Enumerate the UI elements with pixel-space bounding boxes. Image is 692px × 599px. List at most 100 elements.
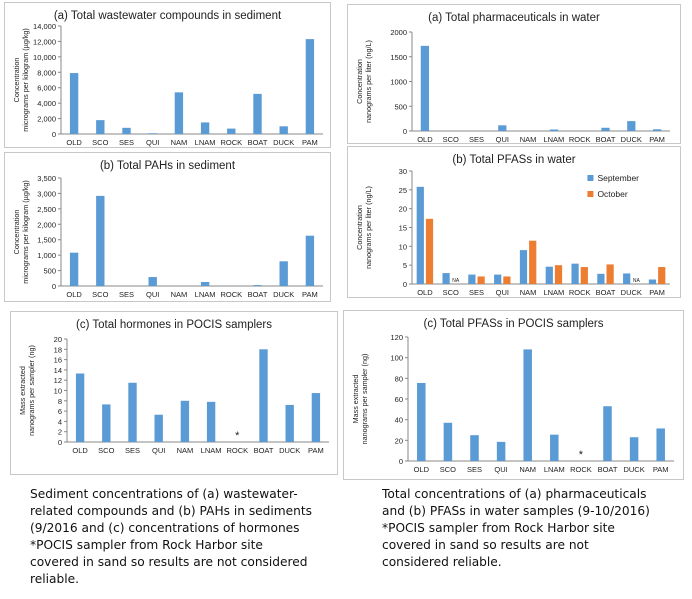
bar-october-lnam (554, 265, 563, 284)
chart-svg-e: (b) Total PFASs in water 0 5 10 15 20 25 30 Conc… (355, 154, 670, 297)
y-axis-label: nanograms per liter (ng/L) (364, 40, 373, 123)
y-tick-label: 10 (399, 242, 407, 251)
bar-sediment-duck (279, 126, 288, 134)
bar-september-rock (571, 263, 579, 284)
x-tick-label: SCO (443, 288, 459, 297)
y-tick-label: 4 (58, 417, 62, 426)
chart-panel-pfass-pocis: (c) Total PFASs in POCIS samplers 0 20 40 60… (343, 310, 684, 480)
chart-title: (b) Total PAHs in sediment (100, 160, 236, 172)
bar-october-ses (477, 276, 485, 284)
bar-pocis-old (75, 373, 85, 442)
legend-swatch-september (587, 175, 594, 181)
bar-september-sco (442, 273, 450, 284)
y-tick-label: 10 (54, 387, 62, 396)
x-tick-label: QUI (146, 290, 159, 299)
bar-september-boat (597, 273, 605, 284)
chart-panel-pfass-water: (b) Total PFASs in water 0 5 10 15 20 25 30 Conc… (347, 146, 681, 298)
x-tick-label: PAM (649, 288, 665, 297)
chart-svg-c: (c) Total hormones in POCIS samplers 02 46… (18, 319, 329, 455)
bar-sediment-qui (148, 133, 157, 134)
caption-left-line: reliable. (30, 572, 79, 586)
x-tick-label: SCO (92, 138, 108, 147)
y-tick-label: 40 (395, 416, 403, 425)
y-tick-label: 80 (395, 374, 403, 383)
chart-panel-hormones-pocis: (c) Total hormones in POCIS samplers 0 2 4 6… (10, 311, 338, 475)
bar-sediment-pam (305, 39, 315, 134)
x-tick-label: NAM (171, 138, 188, 147)
x-tick-label: ROCK (220, 290, 242, 299)
bar-pocis-ses (470, 435, 479, 461)
y-tick-label: 5 (403, 261, 407, 270)
chart-panel-wastewater-sediment: (a) Total wastewater compounds in sedime… (4, 2, 331, 148)
y-axis-label: Concentration (12, 58, 21, 103)
y-axis-label: Concentration (355, 205, 364, 250)
bar-water-pam (652, 129, 662, 131)
bar-september-qui (494, 274, 502, 284)
x-tick-label: DUCK (623, 465, 644, 474)
annotation-asterisk: * (579, 449, 584, 461)
bar-sediment-old (69, 73, 79, 134)
bar-pocis-nam (523, 349, 532, 461)
bar-sediment-nam (174, 92, 184, 134)
na-label: NA (633, 278, 641, 284)
y-tick-label: 2000 (390, 28, 407, 37)
y-tick-label: 15 (399, 224, 407, 233)
x-tick-label: BOAT (248, 138, 268, 147)
x-tick-label: SES (467, 465, 482, 474)
x-tick-label: PAM (302, 138, 318, 147)
bar-water-qui (498, 125, 507, 131)
bar-sediment-ses (122, 127, 131, 134)
x-tick-label: BOAT (596, 288, 616, 297)
caption-left: Sediment concentrations of (a) wastewate… (30, 486, 312, 588)
x-tick-label: ROCK (220, 138, 242, 147)
y-tick-label: 500 (43, 267, 56, 276)
bar-sediment-pam (305, 235, 315, 286)
y-axis-label: nanograms per sampler (ng) (360, 354, 369, 445)
chart-title: (b) Total PFASs in water (452, 154, 575, 166)
y-tick-label: 20 (54, 335, 62, 344)
y-axis-label: micrograms per kilogram (µg/kg) (21, 28, 30, 132)
bar-september-nam (519, 250, 528, 284)
bar-pocis-qui (154, 414, 163, 442)
caption-left-line: covered in sand so results are not consi… (30, 555, 308, 569)
y-tick-label: 0 (52, 130, 56, 139)
x-tick-label: PAM (308, 446, 324, 455)
legend-swatch-october (587, 191, 594, 197)
x-tick-label: QUI (152, 446, 165, 455)
y-tick-label: 6,000 (37, 84, 56, 93)
y-tick-label: 2 (58, 428, 62, 437)
x-tick-label: NAM (519, 465, 536, 474)
y-tick-label: 500 (394, 102, 407, 111)
caption-left-line: Sediment concentrations of (a) wastewate… (30, 487, 298, 501)
chart-panel-pahs-sediment: (b) Total PAHs in sediment 0 500 1,000 1,500… (4, 152, 331, 302)
y-tick-label: 12,000 (33, 37, 56, 46)
y-tick-label: 1,000 (37, 251, 56, 260)
na-label: NA (452, 278, 460, 284)
bar-sediment-old (69, 252, 79, 286)
x-tick-label: LNAM (544, 465, 565, 474)
bar-water-lnam (549, 129, 559, 131)
annotation-asterisk: * (235, 430, 240, 442)
bar-sediment-sco (96, 195, 105, 286)
caption-right-line: and (b) PFASs in water samples (9-10/201… (382, 504, 650, 518)
y-tick-label: 12 (54, 376, 62, 385)
caption-right-line: covered in sand so results are not (382, 538, 589, 552)
y-tick-label: 16 (54, 356, 62, 365)
bar-pocis-duck (285, 404, 294, 442)
bar-water-old (420, 45, 430, 131)
y-tick-label: 1000 (390, 78, 407, 87)
x-tick-label: OLD (72, 446, 88, 455)
x-tick-label: SES (119, 290, 134, 299)
legend-label-september: September (597, 173, 639, 183)
caption-right-line: *POCIS sampler from Rock Harbor site (382, 521, 615, 535)
bar-september-ses (468, 274, 476, 284)
x-tick-label: QUI (496, 135, 509, 143)
y-tick-label: 18 (54, 345, 62, 354)
x-tick-label: DUCK (273, 290, 294, 299)
y-tick-label: 4,000 (37, 99, 56, 108)
y-axis-label: Concentration (355, 59, 364, 104)
y-tick-label: 8 (58, 397, 62, 406)
y-tick-label: 6 (58, 407, 62, 416)
caption-left-line: related compounds and (b) PAHs in sedime… (30, 504, 313, 518)
bar-pocis-qui (496, 441, 506, 461)
